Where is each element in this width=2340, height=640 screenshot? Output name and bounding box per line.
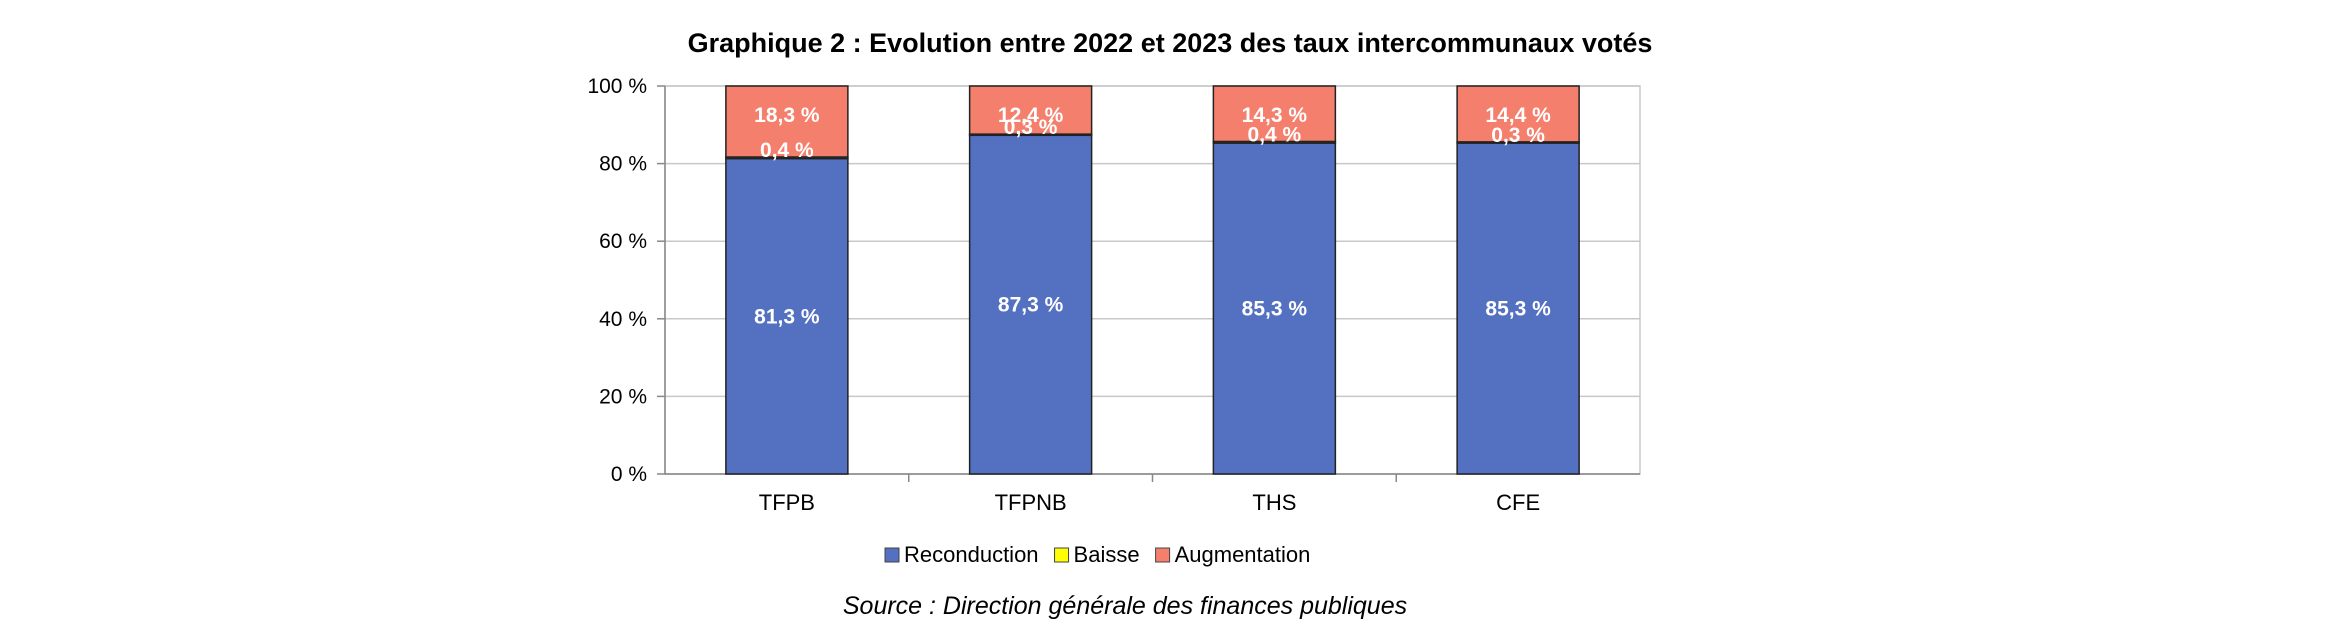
- bar-reconduction-ths: [1212, 142, 1337, 475]
- legend: Reconduction Baisse Augmentation: [884, 542, 1311, 567]
- bar-reconduction-cfe: [1456, 142, 1580, 475]
- x-tick-label: TFPB: [759, 490, 815, 515]
- legend-label: Augmentation: [1175, 542, 1311, 567]
- y-tick-label: 0 %: [611, 463, 647, 486]
- data-label: 14,4 %: [1485, 104, 1551, 127]
- legend-swatch: [1054, 547, 1070, 563]
- legend-swatch: [884, 547, 900, 563]
- y-tick-label: 20 %: [599, 385, 647, 408]
- x-tick-label: TFPNB: [995, 490, 1067, 515]
- y-tick-label: 80 %: [599, 153, 647, 176]
- axes: 0 % 20 % 40 % 60 % 80 % 100 % TFPB TFPNB THS CFE: [587, 75, 1640, 515]
- data-label: 87,3 %: [998, 294, 1064, 317]
- legend-swatch: [1155, 547, 1171, 563]
- source-note: Source : Direction générale des finances…: [842, 592, 1408, 620]
- bar-augmentation-cfe: [1456, 85, 1580, 143]
- data-label: 0,3 %: [1491, 124, 1545, 147]
- data-label: 85,3 %: [1242, 298, 1308, 321]
- legend-label: Baisse: [1074, 542, 1140, 567]
- data-label: 81,3 %: [754, 305, 820, 328]
- bars: [725, 85, 1580, 475]
- bar-augmentation-ths: [1212, 85, 1337, 143]
- bar-augmentation-tfpnb: [968, 85, 1093, 135]
- data-label: 0,3 %: [1004, 116, 1058, 139]
- data-label: 14,3 %: [1242, 104, 1308, 127]
- y-tick-label: 100 %: [587, 75, 647, 98]
- bar-reconduction-tfpnb: [968, 134, 1093, 475]
- data-label: 0,4 %: [1248, 123, 1302, 146]
- y-tick-label: 60 %: [599, 230, 647, 253]
- x-tick-label: THS: [1252, 490, 1296, 515]
- x-tick-label: CFE: [1496, 490, 1540, 515]
- data-label: 18,3 %: [754, 104, 820, 127]
- legend-label: Reconduction: [904, 542, 1039, 567]
- data-label: 85,3 %: [1485, 298, 1551, 321]
- data-label: 12,4 %: [998, 104, 1064, 127]
- chart-title: Graphique 2 : Evolution entre 2022 et 20…: [687, 28, 1653, 58]
- bar-reconduction-tfpb: [725, 157, 849, 475]
- y-tick-label: 40 %: [599, 308, 647, 331]
- data-label: 0,4 %: [760, 139, 814, 162]
- bar-augmentation-tfpb: [725, 85, 849, 158]
- data-labels: 81,3 %0,4 %18,3 %87,3 %0,3 %12,4 %85,3 %…: [754, 104, 1551, 328]
